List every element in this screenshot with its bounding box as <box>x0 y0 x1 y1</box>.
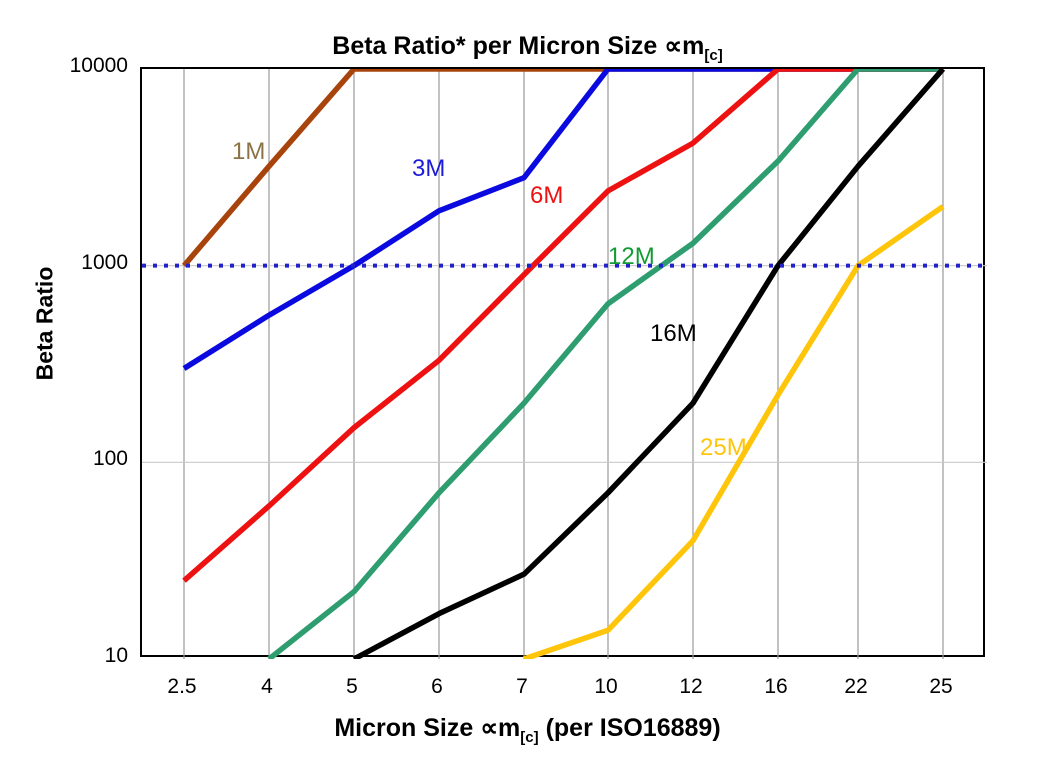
series-label-12m: 12M <box>608 243 655 270</box>
y-tick-label: 100 <box>92 447 128 471</box>
series-label-25m: 25M <box>700 434 747 461</box>
series-label-1m: 1M <box>232 138 266 165</box>
series-line-12m <box>267 69 943 659</box>
x-tick-label: 6 <box>431 675 443 698</box>
series-label-6m: 6M <box>530 182 564 209</box>
series-label-3m: 3M <box>412 155 446 182</box>
chart-title: Beta Ratio* per Micron Size ∝m[c] <box>0 31 1055 64</box>
x-axis-title-subscript: [c] <box>520 729 539 746</box>
y-tick-label: 10 <box>104 644 128 667</box>
y-tick-label: 1000 <box>81 250 128 274</box>
x-tick-label: 16 <box>764 675 788 698</box>
x-tick-label: 22 <box>844 675 868 698</box>
plot-svg <box>142 69 987 659</box>
x-axis-title-text: Micron Size ∝m <box>334 714 521 742</box>
x-axis-title-tail: (per ISO16889) <box>538 714 721 742</box>
x-tick-label: 12 <box>679 675 703 698</box>
series-line-1m <box>181 69 943 268</box>
x-tick-label: 4 <box>261 675 273 698</box>
chart-title-subscript: [c] <box>704 47 723 64</box>
series-line-16m <box>352 69 946 659</box>
series-line-3m <box>182 69 943 371</box>
x-axis-title: Micron Size ∝m[c] (per ISO16889) <box>0 713 1055 746</box>
plot-area <box>140 67 987 659</box>
x-tick-label: 2.5 <box>167 675 197 698</box>
x-tick-label: 10 <box>594 675 618 698</box>
series-line-6m <box>182 69 943 583</box>
series-label-16m: 16M <box>650 320 697 347</box>
x-tick-label: 7 <box>516 675 528 698</box>
chart-title-text: Beta Ratio* per Micron Size ∝m <box>332 32 705 60</box>
x-tick-label: 25 <box>929 675 953 698</box>
x-tick-label: 5 <box>346 675 358 698</box>
series-line-25m <box>523 204 945 659</box>
y-tick-label: 10000 <box>69 54 128 77</box>
